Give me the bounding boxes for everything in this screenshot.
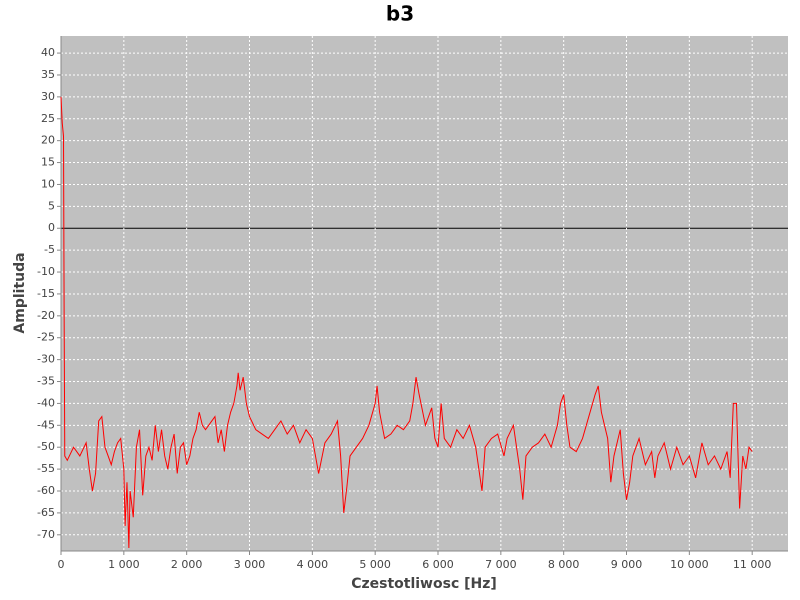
x-tick-label: 2 000 [171, 558, 203, 571]
y-tick-label: -70 [37, 528, 55, 541]
y-tick-label: 25 [41, 112, 55, 125]
chart-title: b3 [386, 2, 414, 26]
x-tick-label: 8 000 [548, 558, 580, 571]
y-tick-label: -35 [37, 375, 55, 388]
y-tick-label: -5 [44, 243, 55, 256]
x-axis-label: Czestotliwosc [Hz] [351, 576, 497, 592]
x-tick-label: 4 000 [297, 558, 329, 571]
y-tick-label: -45 [37, 418, 55, 431]
y-tick-label: 15 [41, 156, 55, 169]
y-tick-label: 40 [41, 46, 55, 59]
x-tick-label: 1 000 [108, 558, 140, 571]
y-tick-label: -20 [37, 309, 55, 322]
y-tick-label: 20 [41, 134, 55, 147]
x-tick-label: 7 000 [485, 558, 517, 571]
x-tick-label: 6 000 [422, 558, 454, 571]
y-tick-label: 35 [41, 68, 55, 81]
y-tick-label: -25 [37, 331, 55, 344]
y-tick-label: -60 [37, 484, 55, 497]
y-tick-label: -10 [37, 265, 55, 278]
y-axis-label: Amplituda [12, 252, 28, 333]
y-tick-label: -15 [37, 287, 55, 300]
x-tick-label: 9 000 [611, 558, 643, 571]
y-tick-label: -40 [37, 396, 55, 409]
y-tick-label: 30 [41, 90, 55, 103]
x-tick-label: 0 [58, 558, 65, 571]
data-line [60, 96, 753, 548]
y-tick-label: 10 [41, 177, 55, 190]
x-tick-label: 3 000 [234, 558, 266, 571]
y-tick-label: -50 [37, 440, 55, 453]
y-tick-label: -65 [37, 506, 55, 519]
y-tick-label: 5 [48, 199, 55, 212]
y-tick-label: -55 [37, 462, 55, 475]
y-tick-label: -30 [37, 353, 55, 366]
x-tick-label: 5 000 [359, 558, 391, 571]
y-tick-label: 0 [48, 221, 55, 234]
x-tick-label: 11 000 [733, 558, 772, 571]
x-tick-label: 10 000 [670, 558, 709, 571]
